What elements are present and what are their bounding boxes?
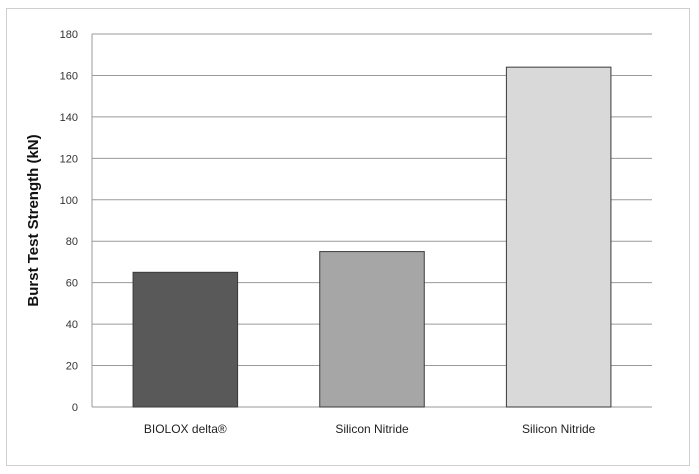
y-tick-label: 180	[60, 29, 78, 41]
y-axis-ticks: 0 20 40 60 80 100 120 140 160 180	[60, 29, 78, 414]
y-tick-label: 60	[66, 278, 78, 290]
bar	[132, 271, 239, 408]
y-tick-label: 80	[66, 236, 78, 248]
bars	[132, 66, 612, 408]
x-category-label: BIOLOX delta®	[144, 422, 227, 436]
y-tick-label: 20	[66, 361, 78, 373]
y-tick-label: 40	[66, 319, 78, 331]
y-tick-label: 140	[60, 112, 78, 124]
x-category-label: Silicon Nitride	[335, 422, 409, 436]
x-category-label: Silicon Nitride	[522, 422, 596, 436]
y-tick-label: 0	[72, 402, 78, 414]
bar	[505, 66, 612, 408]
bar	[319, 251, 425, 408]
y-tick-label: 160	[60, 70, 78, 82]
y-tick-label: 120	[60, 153, 78, 165]
y-tick-label: 100	[60, 195, 78, 207]
x-axis-categories: BIOLOX delta® Silicon Nitride Silicon Nitr…	[144, 422, 596, 436]
y-axis-label: Burst Test Strength (kN)	[25, 134, 42, 306]
